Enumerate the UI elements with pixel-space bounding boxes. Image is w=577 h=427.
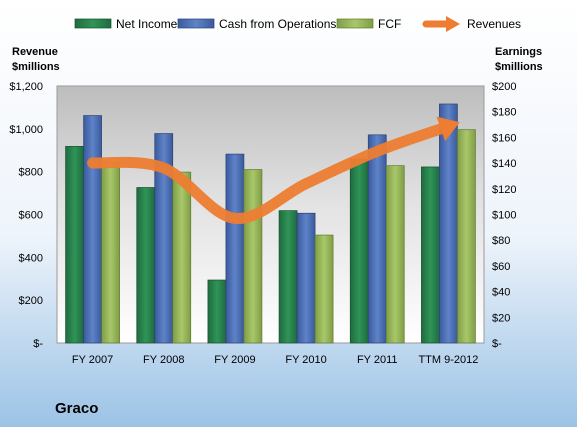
bar-net-income xyxy=(65,146,84,344)
company-name: Graco xyxy=(55,400,98,417)
bar-fcf xyxy=(243,169,263,344)
legend-swatch-revenues-arrow xyxy=(446,16,460,32)
left-axis-title-line2: $millions xyxy=(12,61,60,73)
right-axis-ticks: $- $20 $40 $60 $80 $100 $120 $140 $160 $180 $200 xyxy=(492,81,516,350)
right-axis-title-line2: $millions xyxy=(495,61,543,73)
left-tick-label: $600 xyxy=(19,210,43,222)
legend-swatch-net-income xyxy=(74,18,112,29)
bar-fcf xyxy=(314,234,334,344)
left-tick-label: $400 xyxy=(19,252,43,264)
left-tick-label: $200 xyxy=(19,295,43,307)
legend-label: Net Income xyxy=(116,17,178,31)
x-tick-label: TTM 9-2012 xyxy=(418,354,478,366)
bar-net-income xyxy=(278,210,298,344)
revenue-line xyxy=(87,120,454,224)
right-tick-label: $100 xyxy=(492,210,516,222)
legend-label: FCF xyxy=(378,17,401,31)
right-tick-label: $120 xyxy=(492,184,516,196)
x-tick-label: FY 2010 xyxy=(285,354,326,366)
x-tick-label: FY 2009 xyxy=(214,354,255,366)
right-tick-label: $60 xyxy=(492,261,510,273)
bar-cash-from-operations xyxy=(225,153,245,344)
left-axis-ticks: $- $200 $400 $600 $800 $1,000 $1,200 xyxy=(9,81,43,350)
left-tick-label: $1,200 xyxy=(9,81,43,93)
revenue-line-layer xyxy=(87,116,460,224)
plot-area xyxy=(56,85,485,344)
bar-fcf xyxy=(172,171,192,344)
right-tick-label: $160 xyxy=(492,132,516,144)
right-tick-label: $180 xyxy=(492,107,516,119)
legend-swatch-cash-from-operations xyxy=(177,18,215,29)
left-tick-label: $800 xyxy=(19,167,43,179)
bar-fcf xyxy=(385,165,405,344)
revenue-arrowhead xyxy=(436,116,460,142)
right-tick-label: $40 xyxy=(492,287,510,299)
legend-label: Cash from Operations xyxy=(219,17,336,31)
bar-fcf xyxy=(457,129,476,344)
bar-cash-from-operations xyxy=(296,212,316,344)
bar-fcf xyxy=(101,161,120,344)
x-tick-label: FY 2007 xyxy=(72,354,113,366)
right-tick-label: $140 xyxy=(492,158,516,170)
bar-net-income xyxy=(421,166,440,344)
bar-cash-from-operations xyxy=(83,115,102,344)
right-tick-label: $200 xyxy=(492,81,516,93)
bars xyxy=(65,103,476,344)
left-tick-label: $1,000 xyxy=(9,124,43,136)
bar-cash-from-operations xyxy=(367,134,387,344)
right-tick-label: $20 xyxy=(492,312,510,324)
x-tick-label: FY 2011 xyxy=(357,354,398,366)
x-tick-label: FY 2008 xyxy=(143,354,184,366)
left-axis-title-line1: Revenue xyxy=(12,46,58,58)
bar-cash-from-operations xyxy=(439,103,458,344)
right-axis-title-line1: Earnings xyxy=(495,46,542,58)
legend: Net Income Cash from Operations FCF Revenue… xyxy=(74,16,521,32)
bar-net-income xyxy=(136,187,156,344)
bar-net-income xyxy=(349,158,369,344)
left-tick-label: $- xyxy=(33,338,43,350)
x-axis-ticks: FY 2007 FY 2008 FY 2009 FY 2010 FY 2011 TTM 9… xyxy=(72,354,478,366)
bar-net-income xyxy=(207,279,227,344)
legend-swatch-fcf xyxy=(336,18,374,29)
right-tick-label: $80 xyxy=(492,235,510,247)
right-tick-label: $- xyxy=(492,338,502,350)
legend-label: Revenues xyxy=(467,17,521,31)
